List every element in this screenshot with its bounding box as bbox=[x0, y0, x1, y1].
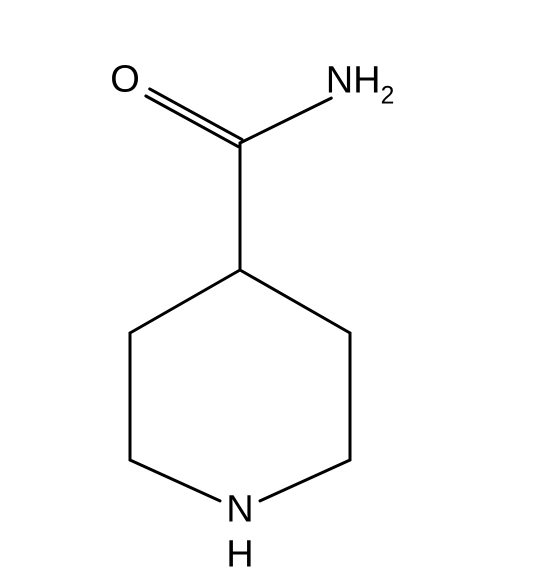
atom-N_amide: NH2 bbox=[326, 60, 395, 109]
molecule-canvas: ONH2NH bbox=[0, 0, 541, 550]
atom-N_ring: N bbox=[226, 489, 253, 532]
bond-layer bbox=[0, 0, 541, 550]
bond bbox=[150, 89, 242, 140]
bond bbox=[130, 270, 240, 333]
bond bbox=[146, 96, 238, 147]
atom-H_ring: H bbox=[226, 534, 253, 577]
bond bbox=[240, 98, 331, 143]
bond bbox=[260, 460, 350, 501]
atom-O: O bbox=[110, 59, 140, 102]
bond bbox=[240, 270, 350, 333]
bond bbox=[130, 460, 220, 501]
